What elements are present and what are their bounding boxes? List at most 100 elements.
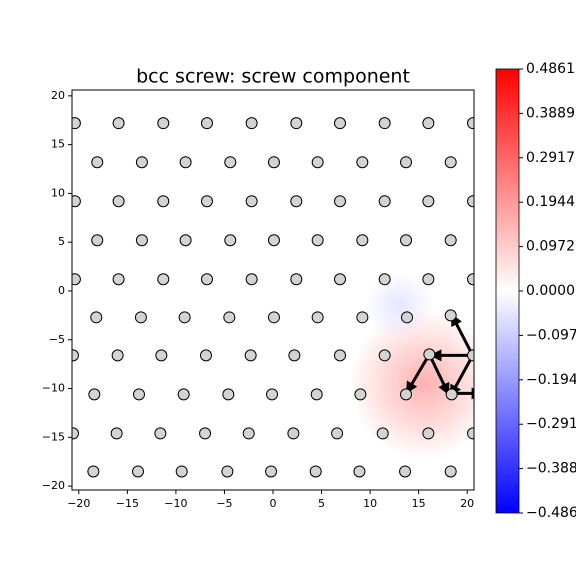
colorbar-tick-label: 0.2917 (526, 150, 575, 166)
atom (72, 273, 81, 286)
atom (422, 427, 435, 440)
atom (177, 388, 190, 401)
atom (467, 427, 474, 440)
atom (112, 117, 125, 130)
y-tick-label: −5 (49, 333, 65, 346)
x-tick-label: 15 (412, 497, 426, 510)
chart-title: bcc screw: screw component (136, 66, 410, 88)
atom (444, 156, 457, 169)
atom (310, 388, 323, 401)
atom (353, 465, 366, 478)
atom (133, 388, 145, 401)
field-blob (364, 270, 435, 341)
atom (356, 234, 369, 247)
atom (287, 427, 300, 440)
atom (354, 388, 367, 401)
atom (72, 117, 81, 130)
atom (422, 195, 435, 208)
atom (267, 234, 280, 247)
colorbar-tick-label: 0.0000 (526, 283, 575, 299)
atom (245, 273, 258, 286)
atom (221, 465, 234, 478)
atom (378, 349, 391, 362)
atom (422, 273, 435, 286)
y-tick-label: 10 (51, 186, 65, 199)
atom (110, 427, 123, 440)
atom (72, 349, 79, 362)
atom (91, 234, 104, 247)
colorbar-tick-label: −0.0972 (526, 327, 576, 343)
atom (309, 465, 322, 478)
atom (223, 311, 236, 324)
atom (400, 388, 413, 401)
atom (311, 234, 324, 247)
atom (242, 427, 255, 440)
atom (157, 273, 170, 286)
atom (378, 117, 391, 130)
atom (178, 311, 191, 324)
colorbar-tick-label: −0.4861 (526, 505, 576, 521)
y-tick-label: −15 (42, 430, 65, 443)
atom (334, 195, 346, 208)
atom (91, 156, 104, 169)
atom (467, 273, 474, 286)
y-tick-label: −10 (42, 382, 65, 395)
atom (334, 349, 346, 362)
atom (422, 117, 435, 130)
colorbar-tick-label: 0.1944 (526, 194, 575, 210)
atom (87, 465, 100, 478)
y-tick-label: 15 (51, 138, 65, 151)
atom (267, 311, 280, 324)
x-tick-label: 0 (270, 497, 277, 510)
x-tick-label: −15 (116, 497, 139, 510)
atom (467, 117, 474, 130)
atom (90, 311, 103, 324)
atom (267, 156, 280, 169)
atom (224, 234, 237, 247)
atom (157, 195, 170, 208)
atom (111, 349, 124, 362)
atom (331, 427, 344, 440)
atom (244, 349, 257, 362)
atom (222, 388, 235, 401)
colorbar-tick-label: −0.3889 (526, 461, 576, 477)
atom (245, 195, 258, 208)
atom (311, 311, 324, 324)
atom (400, 234, 413, 247)
atom (290, 273, 303, 286)
atom (245, 117, 258, 130)
atom (157, 117, 170, 130)
atom (135, 234, 148, 247)
atom (72, 195, 81, 208)
y-tick-label: 0 (58, 284, 65, 297)
atom (444, 465, 457, 478)
atom (266, 388, 279, 401)
atom (334, 273, 346, 286)
displacement-arrow (451, 313, 472, 352)
atom (155, 349, 168, 362)
x-tick-label: −10 (164, 497, 187, 510)
y-tick-label: 5 (58, 235, 65, 248)
atom (175, 465, 188, 478)
x-tick-label: −20 (67, 497, 90, 510)
atom (179, 156, 192, 169)
atom (378, 273, 391, 286)
x-tick-label: 5 (318, 497, 325, 510)
y-tick-label: −20 (42, 479, 65, 492)
atom (376, 427, 389, 440)
colorbar-tick-label: 0.0972 (526, 239, 575, 255)
x-tick-label: 20 (460, 497, 474, 510)
x-tick-label: 10 (363, 497, 377, 510)
atom (72, 427, 79, 440)
atom (224, 156, 237, 169)
atom (356, 311, 369, 324)
atom (200, 273, 213, 286)
atom (445, 388, 458, 401)
atom (290, 117, 303, 130)
atom (288, 349, 301, 362)
y-tick-label: 20 (51, 89, 65, 102)
atom (200, 195, 213, 208)
displacement-arrow (449, 359, 472, 397)
atom (400, 156, 413, 169)
